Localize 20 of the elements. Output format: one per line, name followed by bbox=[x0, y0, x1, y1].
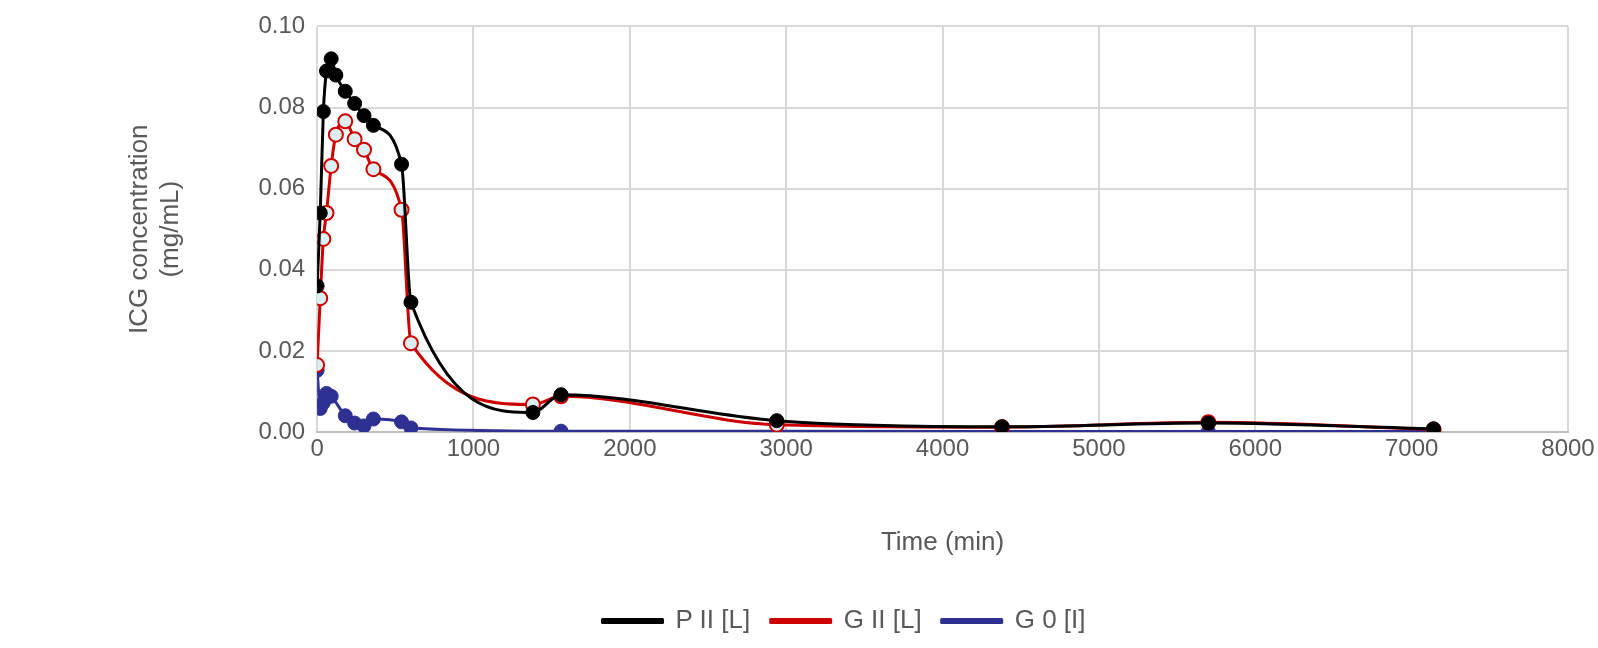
y-tick-label: 0.04 bbox=[258, 254, 306, 282]
legend-label: P II [L] bbox=[675, 604, 751, 635]
y-tick-label: 0.00 bbox=[258, 416, 306, 444]
x-tick-label: 6000 bbox=[1228, 434, 1282, 462]
x-tick-label: 8000 bbox=[1541, 434, 1595, 462]
x-tick-label: 1000 bbox=[446, 434, 501, 462]
x-tick-label: 5000 bbox=[1072, 434, 1126, 462]
legend-label: G 0 [I] bbox=[1014, 604, 1086, 635]
x-tick-label: 4000 bbox=[915, 434, 970, 462]
y-tick-label: 0.08 bbox=[258, 92, 306, 120]
y-tick-label: 0.06 bbox=[258, 173, 306, 201]
x-tick-label: 0 bbox=[310, 434, 324, 462]
legend-label: G II [L] bbox=[843, 604, 922, 635]
y-tick-label: 0.10 bbox=[258, 11, 306, 39]
y-axis-title: ICG concentration (mg/mL) bbox=[122, 124, 184, 334]
x-tick-label: 7000 bbox=[1384, 434, 1439, 462]
x-tick-label: 3000 bbox=[759, 434, 813, 462]
x-tick-label: 2000 bbox=[603, 434, 657, 462]
x-axis-title: Time (min) bbox=[880, 525, 1005, 556]
y-tick-label: 0.02 bbox=[258, 335, 306, 363]
